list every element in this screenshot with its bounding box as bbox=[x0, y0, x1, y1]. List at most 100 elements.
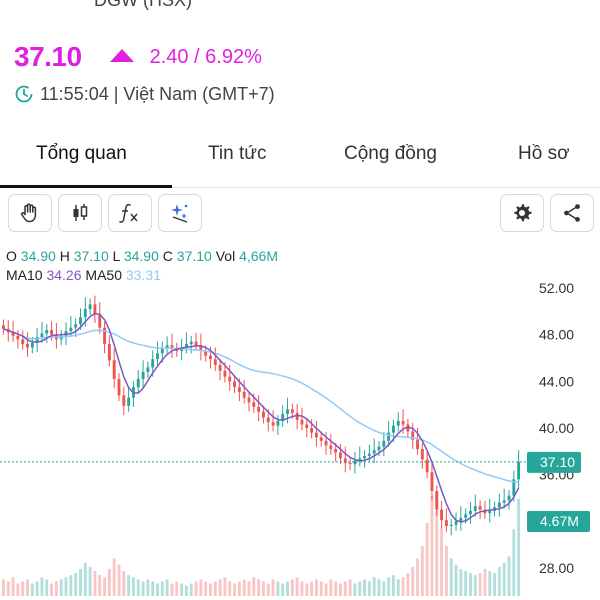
y-tick-label: 52.00 bbox=[539, 280, 574, 296]
candle-body bbox=[363, 456, 366, 459]
volume-bar bbox=[209, 583, 212, 596]
low-value: 34.90 bbox=[123, 248, 159, 264]
volume-bar bbox=[464, 571, 468, 596]
volume-bar bbox=[512, 529, 516, 596]
volume-bar bbox=[64, 577, 68, 596]
candle-body bbox=[50, 330, 54, 335]
volume-bar bbox=[449, 558, 453, 596]
volume-bar bbox=[45, 579, 49, 596]
volume-bar bbox=[228, 581, 232, 596]
volume-bar bbox=[473, 575, 477, 596]
candle-body bbox=[507, 495, 511, 501]
ma10-value: 34.26 bbox=[46, 267, 82, 283]
hand-tool-button[interactable] bbox=[8, 194, 52, 232]
candle-body bbox=[305, 424, 309, 428]
volume-bar bbox=[396, 579, 400, 596]
volume-bar bbox=[319, 581, 323, 596]
ma50-label: MA50 bbox=[85, 267, 122, 283]
volume-bar bbox=[401, 577, 405, 596]
volume-bar bbox=[454, 564, 458, 596]
share-button[interactable] bbox=[550, 194, 594, 232]
volume-bar bbox=[141, 581, 145, 596]
high-value: 37.10 bbox=[73, 248, 109, 264]
volume-bar bbox=[367, 581, 371, 596]
hand-icon bbox=[21, 203, 37, 223]
volume-bar bbox=[478, 573, 482, 596]
candle-body bbox=[430, 472, 434, 491]
volume-bar bbox=[26, 579, 29, 596]
volume-bar bbox=[69, 575, 73, 596]
volume-bar bbox=[83, 562, 87, 596]
candle-body bbox=[228, 376, 232, 382]
volume-bar bbox=[74, 573, 78, 596]
volume-bar bbox=[411, 566, 415, 596]
candle-body bbox=[420, 449, 424, 460]
ma50-line bbox=[3, 328, 519, 483]
candle-body bbox=[218, 365, 222, 371]
candle-body bbox=[141, 372, 145, 379]
candle-body bbox=[358, 458, 362, 461]
ai-tool-button[interactable] bbox=[158, 194, 202, 232]
ticker-label: DGW (HSX) bbox=[94, 0, 192, 10]
ma10-label: MA10 bbox=[6, 267, 43, 283]
indicator-button[interactable] bbox=[108, 194, 152, 232]
candle-body bbox=[88, 304, 92, 309]
candle-body bbox=[11, 332, 15, 336]
candle-body bbox=[454, 521, 458, 525]
volume-bar bbox=[242, 579, 246, 596]
y-tick-label: 48.00 bbox=[539, 327, 574, 343]
tab-overview[interactable]: Tổng quan bbox=[36, 143, 127, 164]
volume-bar bbox=[377, 579, 381, 596]
candle-body bbox=[319, 437, 323, 441]
chart-toolbar bbox=[0, 194, 600, 236]
candle-body bbox=[242, 391, 246, 398]
timestamp-row: 11:55:04 | Việt Nam (GMT+7) bbox=[14, 82, 275, 106]
volume-bar bbox=[30, 583, 34, 596]
tab-community[interactable]: Cộng đồng bbox=[344, 143, 437, 164]
candle-body bbox=[353, 460, 357, 465]
candle-body bbox=[295, 412, 299, 420]
volume-bar bbox=[382, 581, 386, 596]
volume-bar bbox=[16, 583, 20, 596]
volume-bar bbox=[430, 496, 434, 596]
volume-bar bbox=[21, 581, 25, 596]
settings-button[interactable] bbox=[500, 194, 544, 232]
tab-news[interactable]: Tin tức bbox=[208, 143, 267, 164]
volume-bar bbox=[363, 579, 366, 596]
candle-body bbox=[151, 359, 155, 368]
volume-bar bbox=[286, 581, 289, 596]
active-tab-indicator bbox=[0, 185, 172, 188]
volume-bar bbox=[98, 575, 102, 596]
volume-bar bbox=[334, 581, 338, 596]
volume-label: Vol bbox=[215, 248, 236, 264]
y-tick-label: 44.00 bbox=[539, 373, 574, 389]
candle-type-button[interactable] bbox=[58, 194, 102, 232]
volume-bar bbox=[507, 556, 511, 596]
candle-body bbox=[69, 327, 73, 332]
candle-body bbox=[223, 370, 227, 377]
candle-body bbox=[459, 517, 463, 522]
volume-bar bbox=[146, 579, 150, 596]
last-price-tag bbox=[527, 451, 581, 473]
candle-body bbox=[440, 509, 444, 521]
volume-bar bbox=[194, 581, 198, 596]
candle-body bbox=[252, 402, 256, 407]
candle-body bbox=[98, 313, 102, 328]
candle-body bbox=[401, 421, 405, 425]
tab-profile[interactable]: Hồ sơ bbox=[518, 143, 570, 164]
candle-body bbox=[127, 397, 131, 406]
volume-bar bbox=[493, 573, 496, 596]
candle-body bbox=[367, 453, 371, 456]
candle-body bbox=[2, 325, 5, 329]
volume-bar bbox=[175, 581, 179, 596]
volume-bar bbox=[420, 546, 424, 596]
candle-body bbox=[122, 395, 126, 406]
volume-bar bbox=[262, 581, 265, 596]
candle-body bbox=[488, 510, 492, 514]
volume-bar bbox=[35, 581, 39, 596]
last-price-tag-label: 37.10 bbox=[540, 454, 575, 470]
candle-body bbox=[435, 491, 439, 510]
volume-bar bbox=[329, 579, 333, 596]
candle-body bbox=[449, 524, 453, 526]
